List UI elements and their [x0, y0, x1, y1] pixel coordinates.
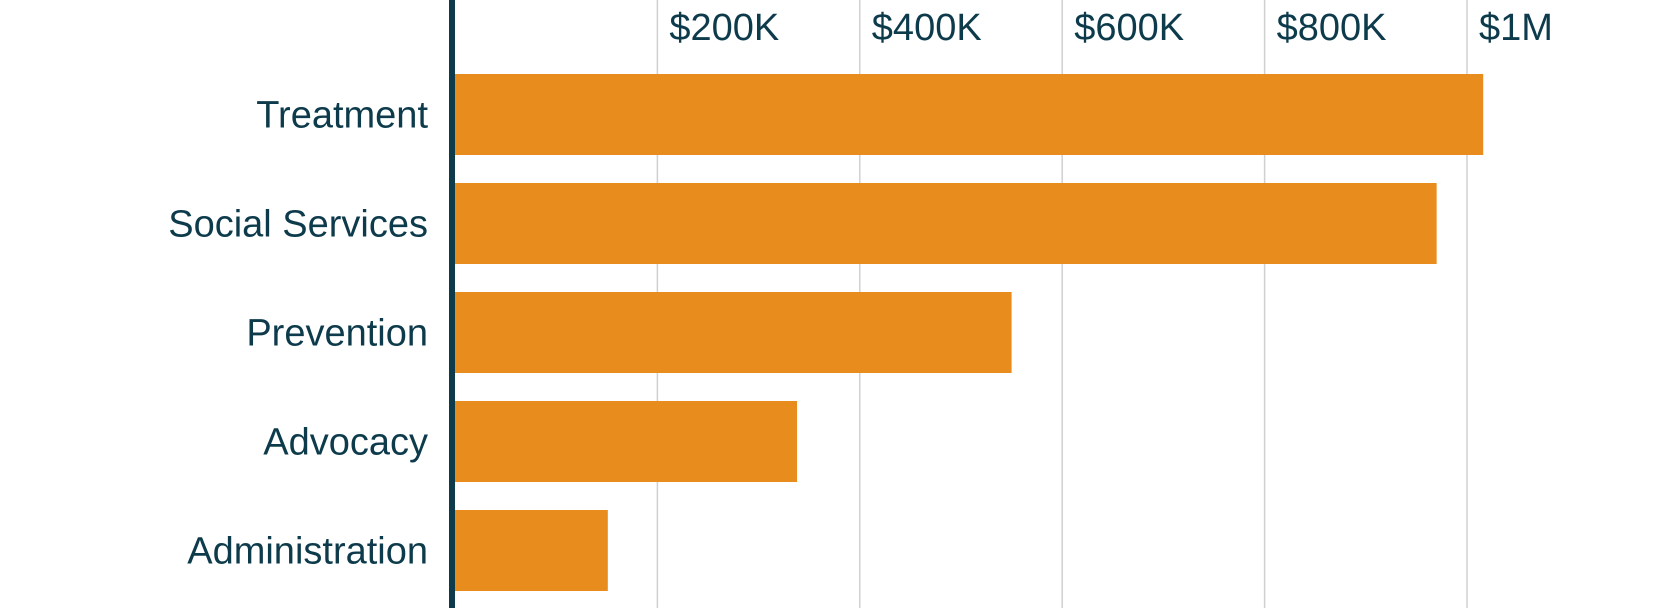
category-label: Administration — [187, 531, 428, 573]
bar-social-services — [455, 183, 1437, 264]
category-label: Prevention — [246, 313, 428, 355]
category-label: Treatment — [256, 95, 428, 137]
bar-advocacy — [455, 401, 798, 482]
bars — [455, 74, 1484, 591]
x-tick-label: $200K — [669, 7, 779, 49]
category-label: Advocacy — [263, 422, 428, 464]
x-axis-tick-labels: $200K $400K $600K $800K $1M — [669, 7, 1553, 49]
bar-administration — [455, 510, 608, 591]
category-labels: Treatment Social Services Prevention Advoca… — [168, 95, 428, 573]
bar-treatment — [455, 74, 1484, 155]
x-tick-label: $1M — [1479, 7, 1553, 49]
x-tick-label: $600K — [1074, 7, 1184, 49]
x-tick-label: $800K — [1277, 7, 1387, 49]
bar-prevention — [455, 292, 1012, 373]
x-tick-label: $400K — [872, 7, 982, 49]
category-label: Social Services — [168, 204, 428, 246]
